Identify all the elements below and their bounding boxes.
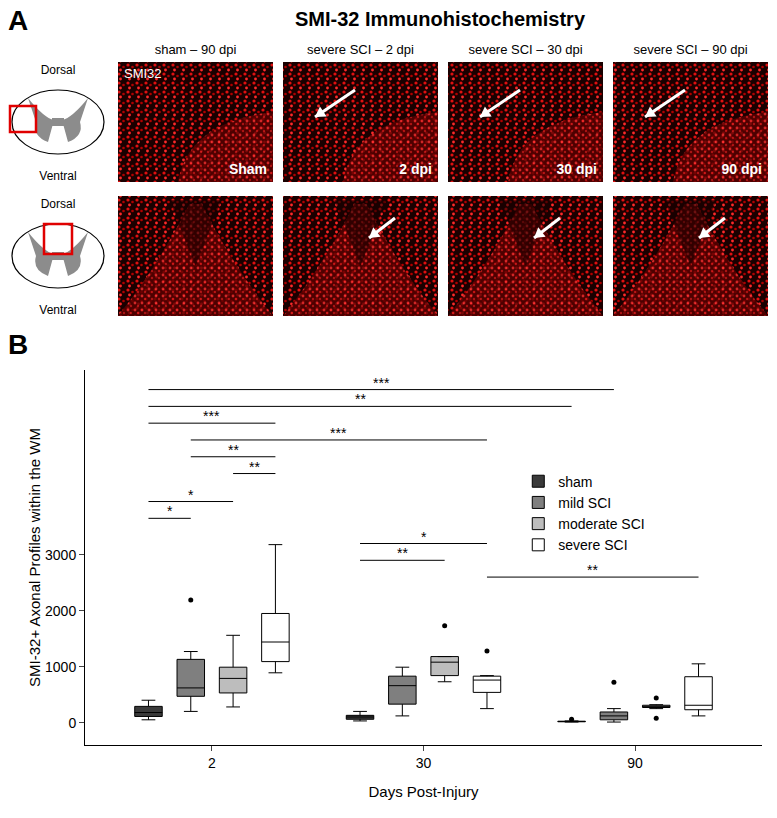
svg-text:moderate SCI: moderate SCI: [558, 516, 644, 532]
svg-text:*: *: [167, 503, 173, 519]
svg-text:SMI32: SMI32: [124, 66, 162, 81]
svg-text:Days Post-Injury: Days Post-Injury: [368, 783, 479, 800]
svg-text:A: A: [8, 5, 28, 36]
svg-text:*: *: [188, 487, 194, 503]
svg-text:sham: sham: [558, 474, 592, 490]
svg-text:90 dpi: 90 dpi: [722, 161, 762, 177]
svg-text:0: 0: [68, 715, 76, 731]
svg-text:Dorsal: Dorsal: [41, 63, 76, 77]
svg-text:**: **: [355, 391, 366, 407]
svg-text:***: ***: [373, 375, 390, 391]
svg-text:**: **: [228, 442, 239, 458]
svg-text:Sham: Sham: [229, 161, 267, 177]
svg-text:severe SCI – 30 dpi: severe SCI – 30 dpi: [468, 42, 582, 57]
svg-text:SMI-32 Immunohistochemistry: SMI-32 Immunohistochemistry: [295, 8, 586, 30]
svg-text:mild SCI: mild SCI: [558, 495, 611, 511]
svg-text:Ventral: Ventral: [39, 303, 76, 317]
svg-text:**: **: [587, 562, 598, 578]
svg-text:***: ***: [330, 425, 347, 441]
svg-text:sham – 90 dpi: sham – 90 dpi: [155, 42, 237, 57]
svg-text:Dorsal: Dorsal: [41, 197, 76, 211]
html-text:B: B: [8, 329, 29, 360]
svg-text:2 dpi: 2 dpi: [399, 161, 432, 177]
svg-text:***: ***: [203, 408, 220, 424]
svg-text:2000: 2000: [45, 603, 76, 619]
svg-text:severe SCI – 90 dpi: severe SCI – 90 dpi: [633, 42, 747, 57]
svg-text:severe SCI: severe SCI: [558, 537, 627, 553]
svg-text:3000: 3000: [45, 547, 76, 563]
svg-text:90: 90: [627, 755, 643, 771]
svg-text:**: **: [249, 459, 260, 475]
svg-text:**: **: [397, 545, 408, 561]
svg-text:*: *: [421, 529, 427, 545]
svg-text:severe SCI – 2 dpi: severe SCI – 2 dpi: [307, 42, 414, 57]
svg-text:30 dpi: 30 dpi: [557, 161, 597, 177]
svg-text:SMI-32+ Axonal Profiles within: SMI-32+ Axonal Profiles within the WM: [26, 428, 43, 687]
svg-text:2: 2: [208, 755, 216, 771]
svg-text:30: 30: [416, 755, 432, 771]
svg-text:Ventral: Ventral: [39, 169, 76, 183]
svg-text:1000: 1000: [45, 659, 76, 675]
